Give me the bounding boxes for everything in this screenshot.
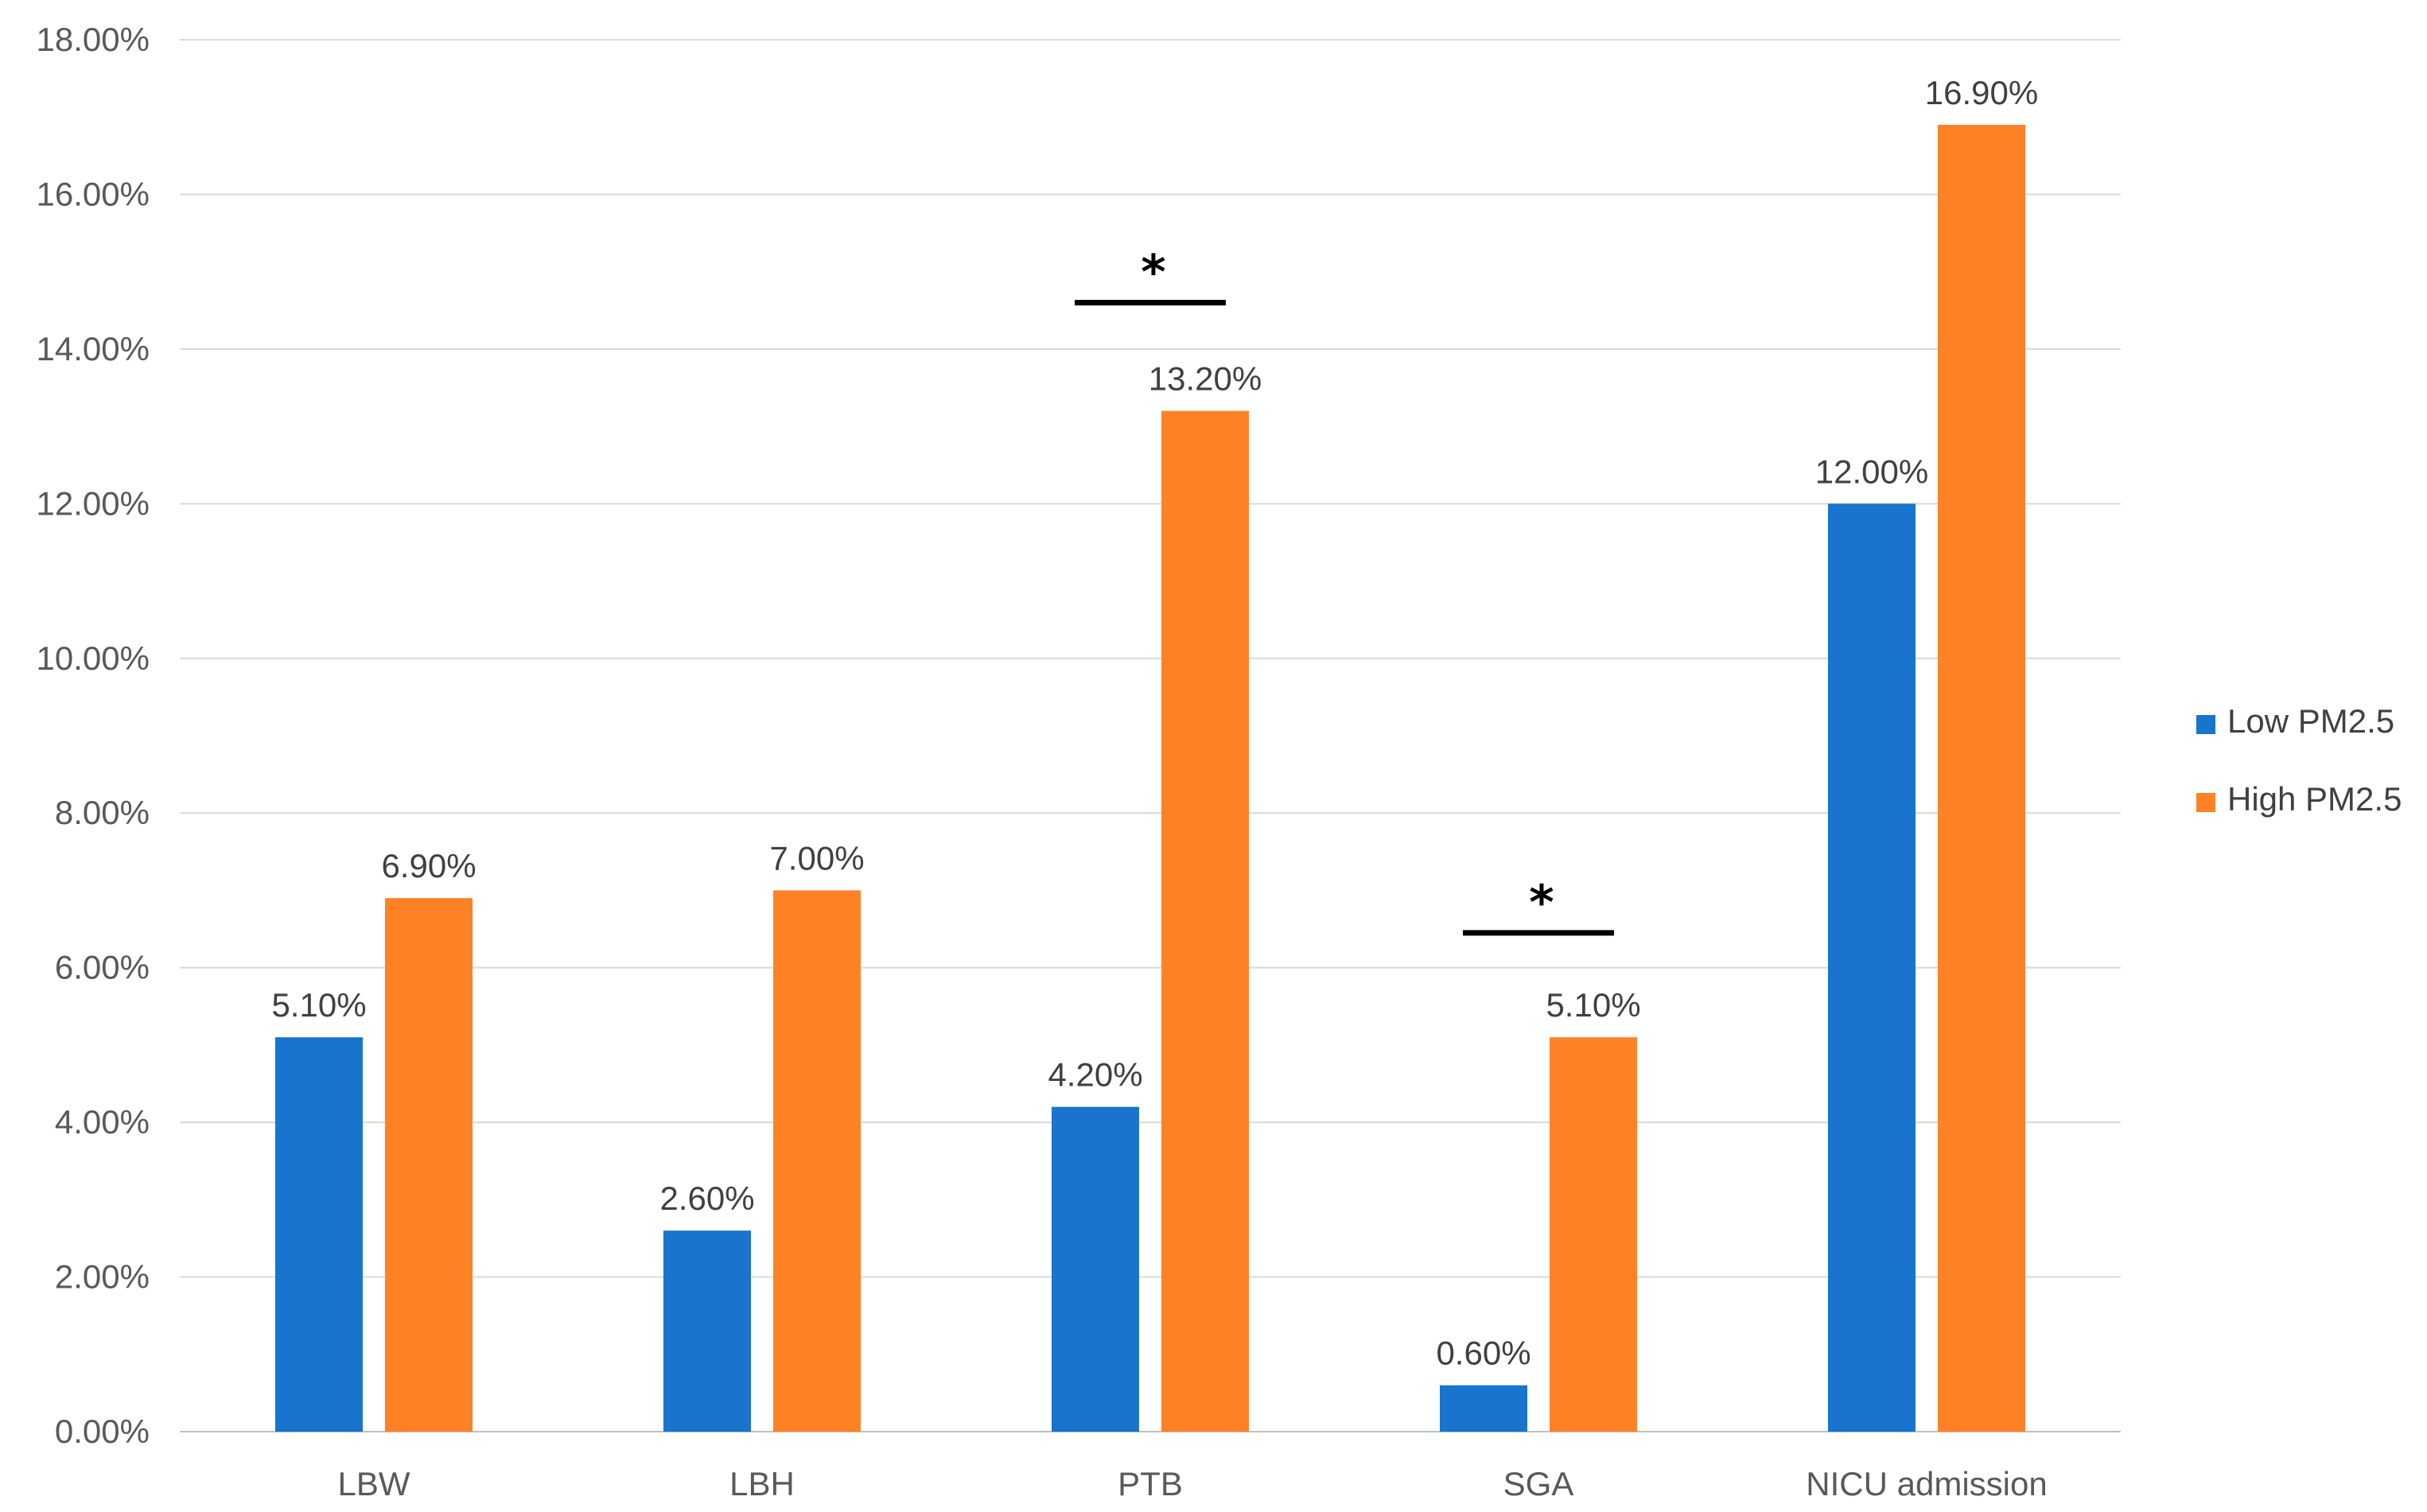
legend-swatch [2196,715,2215,734]
y-tick-label: 12.00% [37,484,150,522]
x-axis: LBW LBH PTB SGA NICU admission [337,1465,2047,1502]
x-category-label: PTB [1118,1465,1183,1502]
y-tick-label: 10.00% [37,639,150,677]
y-tick-label: 8.00% [55,794,150,831]
data-label: 6.90% [381,847,476,884]
data-label: 12.00% [1815,453,1928,490]
bar-high-sga [1550,1037,1637,1432]
y-tick-label: 16.00% [37,175,150,212]
x-category-label: LBH [729,1465,795,1502]
significance-star: * [1141,245,1165,301]
y-tick-label: 4.00% [55,1103,150,1141]
data-label: 13.20% [1149,360,1262,398]
bar-high-nicu-admission [1938,124,2025,1432]
x-category-label: SGA [1503,1465,1574,1502]
legend-label: High PM2.5 [2227,780,2402,818]
bar-high-ptb [1161,410,1249,1432]
data-label: 0.60% [1436,1335,1530,1372]
y-tick-label: 14.00% [37,330,150,367]
data-labels: 5.10% 6.90% 2.60% 7.00% 4.20% 13.20% 0.60% 5.10… [271,74,2038,1372]
y-tick-label: 6.00% [55,949,150,986]
y-tick-label: 18.00% [37,21,150,58]
legend-label: Low PM2.5 [2227,702,2394,740]
y-axis: 0.00% 2.00% 4.00% 6.00% 8.00% 10.00% 12.00% 14.… [37,21,150,1450]
bar-low-nicu-admission [1828,503,1916,1432]
x-category-label: NICU admission [1806,1465,2047,1502]
data-label: 2.60% [659,1180,754,1217]
bars [275,124,2025,1432]
bar-low-ptb [1052,1106,1139,1432]
data-label: 5.10% [1546,986,1640,1024]
y-tick-label: 2.00% [55,1258,150,1296]
bar-high-lbh [773,890,861,1432]
legend-swatch [2196,793,2215,812]
data-label: 7.00% [769,839,864,876]
gridlines [180,39,2121,1432]
data-label: 16.90% [1925,74,2038,111]
data-label: 5.10% [271,986,366,1024]
data-label: 4.20% [1048,1056,1142,1094]
significance-star: * [1529,875,1554,931]
bar-low-lbh [663,1230,751,1432]
bar-low-sga [1440,1385,1527,1432]
y-tick-label: 0.00% [55,1413,150,1450]
x-category-label: LBW [337,1465,410,1502]
legend: Low PM2.5 High PM2.5 [2196,702,2402,818]
bar-high-lbw [385,898,473,1432]
bar-low-lbw [275,1037,363,1432]
significance-markers: ** [1075,245,1614,936]
